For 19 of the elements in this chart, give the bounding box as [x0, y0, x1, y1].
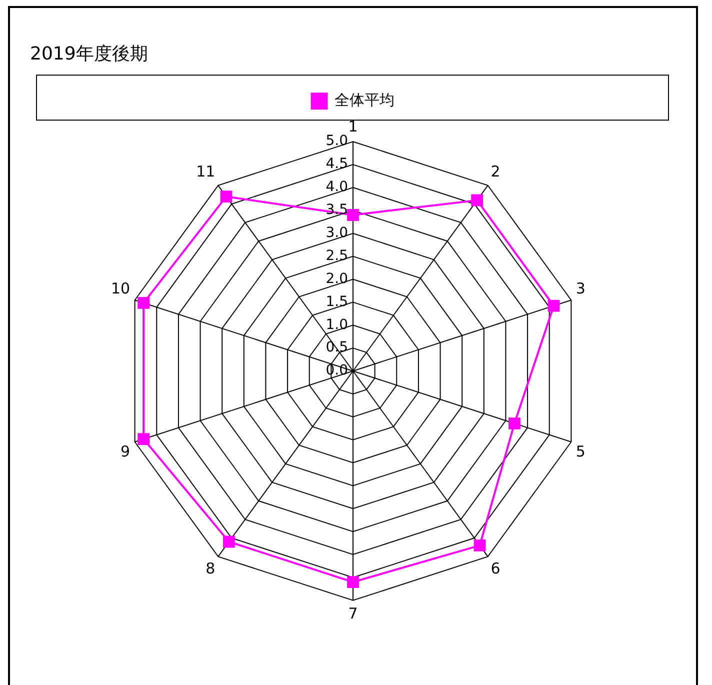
y-tick-label: 4.0 — [326, 179, 348, 196]
y-tick-label: 2.5 — [326, 248, 348, 264]
spoke-label: 5 — [576, 442, 586, 460]
spoke-label: 7 — [348, 604, 358, 622]
spoke-label: 10 — [110, 279, 130, 298]
spoke-label: 1 — [348, 117, 358, 136]
y-tick-label: 3.0 — [326, 225, 348, 241]
chart-title: 2019年度後期 — [30, 43, 148, 64]
spoke-label: 2 — [490, 162, 500, 180]
spoke-label: 8 — [206, 560, 216, 578]
y-tick-label: 4.5 — [326, 156, 348, 172]
y-tick-label: 1.0 — [326, 316, 348, 333]
spoke-label: 9 — [120, 442, 130, 460]
y-tick-label: 5.0 — [326, 133, 348, 150]
legend-label: 全体平均 — [334, 90, 394, 109]
spoke-label: 11 — [196, 162, 216, 180]
y-tick-label: 2.0 — [326, 270, 348, 287]
spoke-label: 6 — [490, 560, 500, 578]
spoke-label: 3 — [576, 279, 586, 298]
